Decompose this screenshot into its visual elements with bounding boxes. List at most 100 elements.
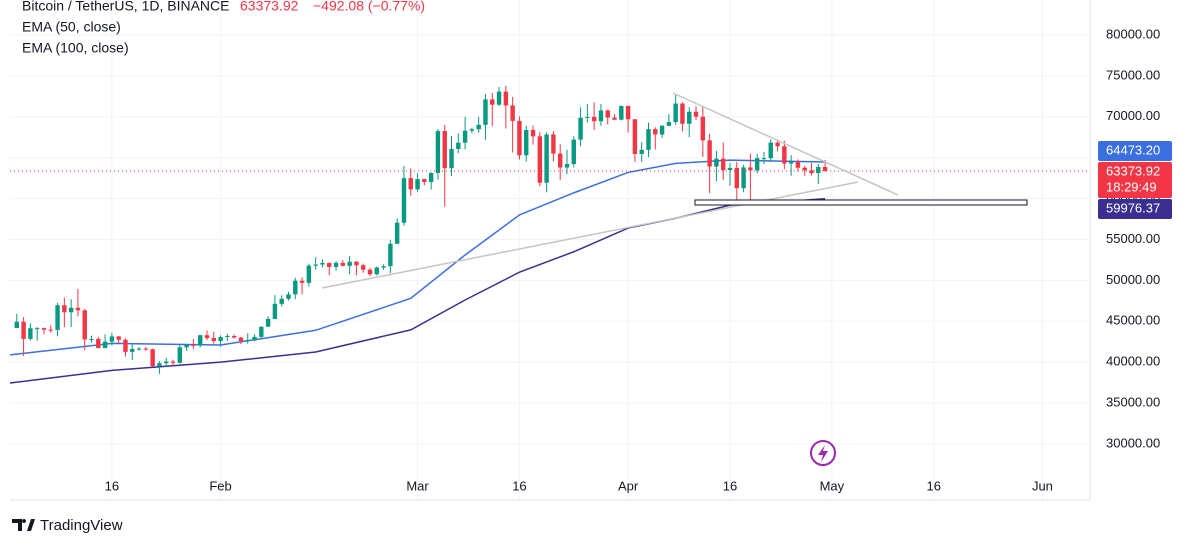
plot [9,85,1090,384]
ema-line [9,159,826,356]
chart-title: Bitcoin / TetherUS, 1D, BINANCE [22,0,229,14]
legend-entry: EMA (100, close) [22,40,129,56]
candle-body [272,303,278,319]
candle-body [517,120,522,156]
grid [10,0,1090,500]
candle-body [673,103,678,123]
candle-body [768,142,773,159]
candle-body [313,264,318,266]
candle-body [197,335,203,346]
candle-body [795,161,801,168]
candle-body [367,269,373,275]
candle-body [544,134,549,183]
candle-body [524,129,529,156]
candle-body [557,153,563,168]
candle-body [551,134,556,154]
logo-mark [12,519,35,531]
header-change: −492.08 (−0.77%) [313,0,425,14]
countdown: 18:29:49 [1106,179,1157,194]
candle-body [761,158,767,160]
candle-body [354,261,359,266]
event-icon[interactable] [810,440,836,466]
candle-body [707,140,712,167]
candle-body [408,178,413,190]
candle-body [96,338,101,349]
candle-body [632,119,638,154]
candle-body [571,139,576,165]
candle-body [21,321,26,339]
candle-body [687,111,692,124]
trend-line [672,92,899,196]
candle-body [62,305,67,313]
candle-body [442,131,447,169]
candle-body [741,167,746,189]
x-tick-label: Jun [1032,478,1053,493]
support-box [694,199,1028,206]
x-tick-label: 16 [512,478,526,493]
candle-body [327,262,332,267]
candle-body [136,348,142,350]
candle-body [306,265,312,283]
candle-body [102,341,108,349]
candle-body [204,335,210,339]
brand-logo: TradingView [12,517,123,534]
candle-body [252,336,257,341]
candle-body [381,266,386,268]
candle-body [259,326,264,337]
drawings [321,92,1028,289]
candle-body [28,328,33,339]
candle-body [816,166,821,174]
candle-body [754,158,760,171]
candle-body [653,129,658,135]
candle-body [714,158,719,167]
candle-body [639,149,644,154]
candle-body [177,347,183,363]
candle-body [211,338,216,342]
x-tick-label: 16 [927,478,941,493]
candle-body [170,361,176,363]
candle-body [123,339,128,352]
candle-body [809,170,814,174]
candle-body [333,262,339,267]
y-tick-label: 80000.00 [1106,26,1160,41]
candle-body [238,337,244,342]
candle-body [184,344,189,348]
candle-body [293,280,298,295]
y-tick-label: 45000.00 [1106,313,1160,328]
candle-body [659,125,665,135]
candle-body [231,336,237,338]
price-label: 63373.92 [1106,163,1160,178]
candle-body [374,267,379,275]
candle-body [422,179,427,182]
candle-body [585,116,590,118]
legend-entry: EMA (50, close) [22,19,121,35]
y-tick-label: 70000.00 [1106,108,1160,123]
candle-body [299,280,305,283]
candle-body [347,261,352,266]
candle-body [401,178,407,223]
y-tick-label: 30000.00 [1106,435,1160,450]
candle-body [700,116,706,141]
candle-body [721,158,726,171]
candle-body [693,111,699,117]
candle-body [435,131,441,173]
candle-body [41,328,47,330]
candle-body [320,262,325,265]
candle-body [646,129,651,150]
candle-body [245,340,250,342]
x-tick-label: Mar [406,478,429,493]
candle-body [666,122,672,126]
candle-body [483,99,488,125]
x-tick-label: May [820,478,845,493]
candle-body [415,179,420,190]
candle-body [734,167,739,189]
candle-body [34,328,40,330]
price-label-box [1098,161,1172,198]
candle-body [598,110,604,122]
candle-body [680,103,685,124]
ema-label-box [1098,140,1172,161]
candle-body [503,91,509,106]
candle-body [218,336,223,342]
